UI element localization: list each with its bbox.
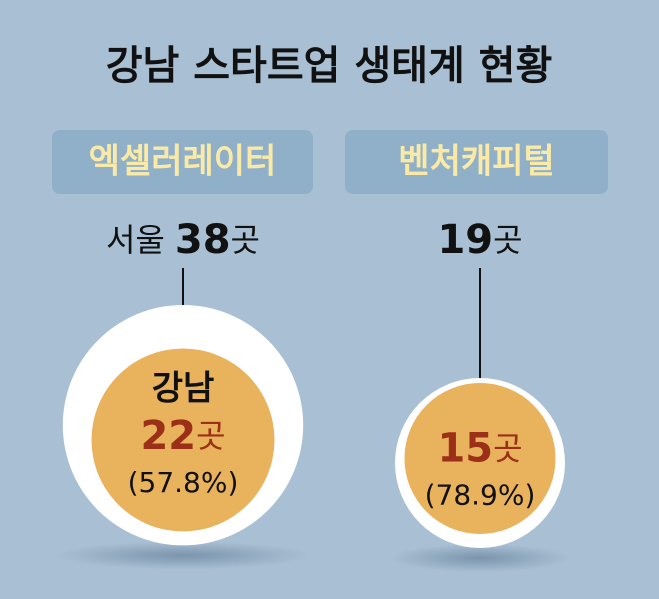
inner-circle: [91, 348, 275, 532]
inner-text: 22곳: [140, 413, 225, 459]
group-label: 벤처캐피털: [398, 142, 554, 182]
group-label: 엑셀러레이터: [89, 142, 277, 182]
total-unit: 곳: [493, 221, 522, 259]
label-box: [52, 130, 313, 194]
inner-unit: 곳: [493, 429, 522, 467]
total-text: 19곳: [437, 217, 522, 263]
total-unit: 곳: [231, 221, 260, 259]
total-prefix: 서울: [106, 221, 165, 259]
inner-text: 15곳: [437, 425, 522, 471]
shadow: [390, 543, 570, 572]
total-text: 서울 38곳: [106, 217, 260, 263]
total-value: 19: [437, 217, 493, 263]
percent-label: (78.9%): [425, 478, 536, 511]
shadow: [56, 541, 310, 570]
total-value: 38: [175, 217, 231, 263]
inner-value: 22: [140, 413, 196, 459]
label-box: [345, 130, 608, 194]
inner-value: 15: [437, 425, 493, 471]
title: 강남 스타트업 생태계 현황: [106, 43, 553, 89]
inner-unit: 곳: [196, 417, 225, 455]
percent-label: (57.8%): [128, 466, 239, 499]
inner-label: 강남: [152, 368, 215, 408]
inner-circle: [404, 382, 556, 534]
